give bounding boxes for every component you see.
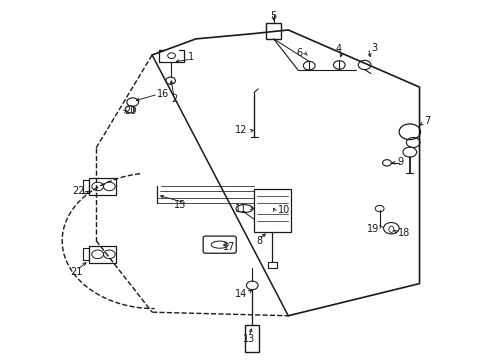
Text: 22: 22 [72,186,85,197]
Bar [267,262,276,268]
Text: 21: 21 [70,267,83,277]
Text: 5: 5 [270,11,276,21]
Bar [266,23,281,39]
Bar [82,180,89,193]
Text: 19: 19 [366,224,379,234]
Bar [254,189,290,232]
Text: 16: 16 [157,89,169,99]
Text: 10: 10 [277,205,289,215]
Text: 17: 17 [223,242,235,252]
Text: 9: 9 [397,157,403,167]
Text: 4: 4 [335,44,341,54]
Text: 1: 1 [187,53,194,63]
Bar [245,325,259,352]
Text: 15: 15 [173,200,186,210]
Bar [82,248,89,260]
Bar [89,178,116,195]
Text: 14: 14 [234,289,246,299]
Text: 8: 8 [256,236,262,246]
Text: 12: 12 [234,125,246,135]
Text: 18: 18 [397,228,409,238]
Text: 13: 13 [243,334,255,344]
Text: 3: 3 [370,43,376,53]
Text: 11: 11 [235,203,247,213]
Bar [89,246,116,263]
Text: 20: 20 [123,106,136,116]
Text: 2: 2 [170,94,177,104]
Text: 6: 6 [296,48,302,58]
Text: 7: 7 [424,116,430,126]
